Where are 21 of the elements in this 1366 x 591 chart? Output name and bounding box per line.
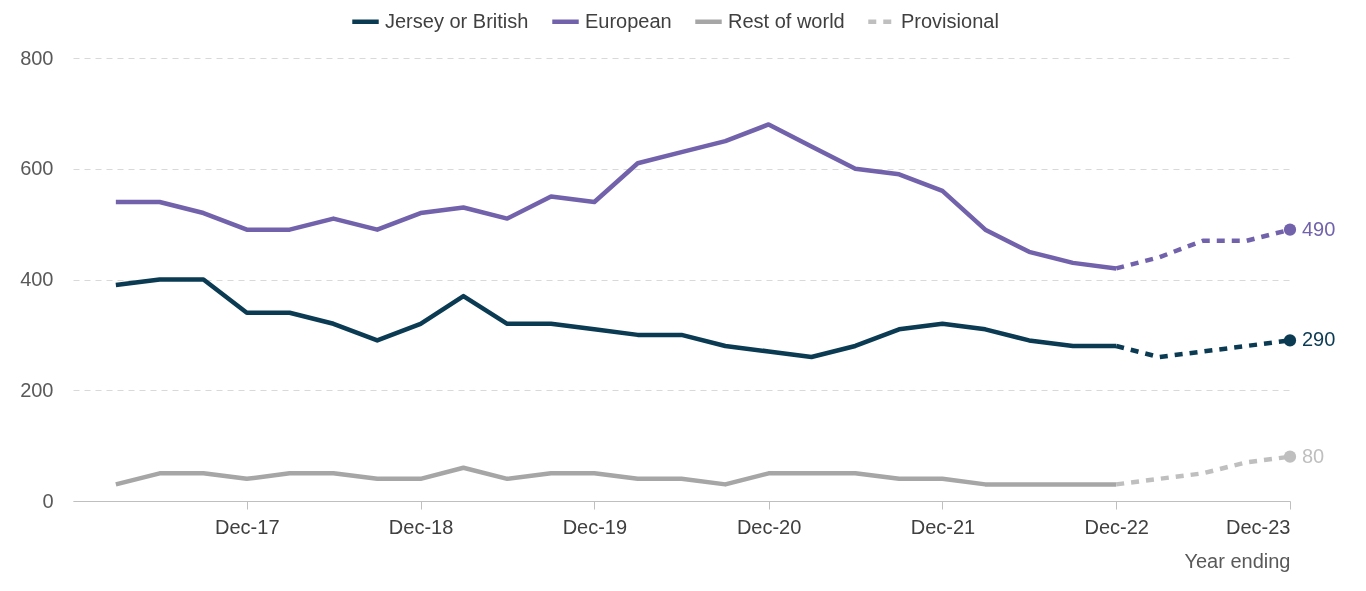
data-label: 290 (1302, 328, 1336, 351)
x-tick-label: Dec-21 (910, 515, 976, 538)
data-label: 80 (1302, 444, 1325, 467)
data-label: 490 (1302, 217, 1336, 240)
x-tick-label: Dec-18 (388, 515, 454, 538)
legend-label: Provisional (901, 9, 999, 32)
x-tick-label: Dec-22 (1084, 515, 1149, 538)
y-tick-label: 600 (20, 157, 54, 180)
y-tick-label: 400 (20, 268, 54, 290)
legend-label: Jersey or British (385, 9, 529, 32)
y-tick-label: 800 (20, 46, 54, 69)
y-tick-label: 200 (20, 378, 54, 401)
line-series (113, 465, 1119, 487)
x-axis-title: Year ending (1184, 549, 1291, 572)
legend-label: Rest of world (728, 9, 845, 32)
legend-label: European (585, 9, 672, 32)
x-tick-label: Dec-23 (1226, 515, 1291, 538)
x-tick-label: Dec-17 (215, 515, 280, 538)
x-tick-label: Dec-20 (736, 515, 802, 538)
x-tick-label: Dec-19 (562, 515, 628, 538)
y-tick-label: 0 (42, 489, 54, 512)
